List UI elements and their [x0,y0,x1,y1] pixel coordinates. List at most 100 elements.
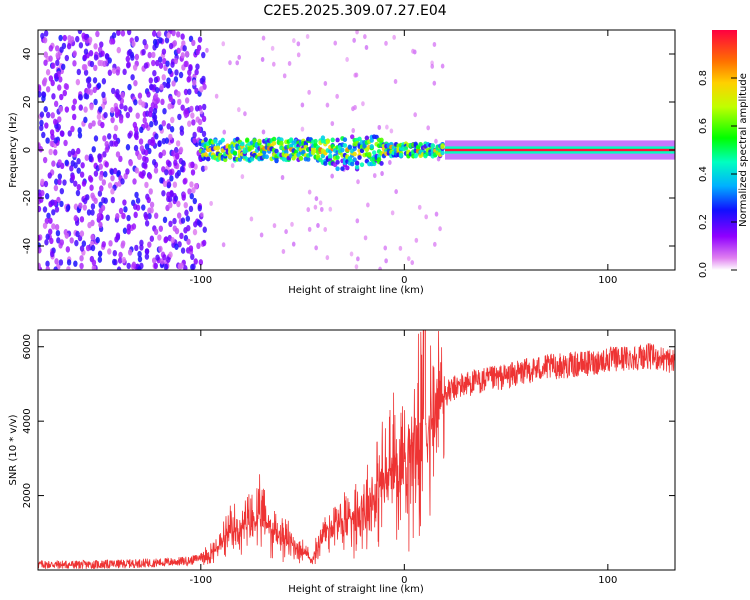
spectrogram-signal-cell [335,155,340,160]
spectrogram-noise-cell [161,149,167,156]
spectrogram-noise-cell [152,30,157,37]
spectrogram-noise-cell [202,83,207,90]
spectrogram-faint-cell [300,102,305,108]
spectrogram-noise-cell [138,138,144,145]
spectrogram-signal-cell [335,137,340,143]
spectrogram-noise-cell [117,257,123,264]
spectrogram-noise-cell [132,178,137,185]
spectrogram-noise-cell [93,197,98,205]
spectrogram-noise-cell [172,217,177,225]
spectrogram-noise-cell [93,170,99,177]
spectrogram-noise-cell [183,201,188,209]
spectrogram-noise-cell [54,258,59,265]
snr-ytick-label: 6000 [22,334,33,359]
snr-panel: -100 0 100 2000 4000 6000 Height of straight … [8,329,676,595]
spectrogram-faint-cell [364,44,369,50]
spectrogram-signal-cell [252,138,257,143]
spectrogram-noise-cell [164,169,169,176]
spectrogram-noise-cell [93,43,98,50]
spectrogram-noise-cell [137,92,143,99]
spectrogram-faint-cell [434,211,439,217]
spectrogram-noise-cell [81,63,87,71]
spectrogram-noise-cell [90,192,95,199]
spectrogram-faint-cell [432,42,437,48]
spectrogram-signal-cell [350,161,355,167]
spectrogram-noise-cell [57,173,63,180]
spectrogram-noise-cell [38,146,44,153]
spectrogram-noise-cell [123,105,128,112]
spectrogram-noise-cell [133,203,138,210]
spectrogram-noise-cell [43,105,48,113]
spectrogram-noise-cell [104,146,110,153]
spectrogram-noise-cell [126,223,132,230]
spectrogram-noise-cell [42,156,48,164]
spectrogram-signal-cell [440,144,445,150]
spectrogram-noise-cell [57,159,62,166]
spectrogram-signal-cell [220,137,225,143]
spectrogram-noise-cell [193,182,199,190]
spectrogram-faint-cell [426,125,430,131]
spectrogram-signal-cell [240,141,245,147]
spectrogram-noise-cell [115,69,120,76]
spectrogram-noise-cell [195,48,200,56]
snr-xlabel: Height of straight line (km) [288,584,424,595]
spectrogram-noise-cell [155,254,160,261]
spectrogram-faint-cell [214,93,219,99]
spectrogram-noise-cell [98,163,103,170]
spectrogram-noise-cell [86,82,92,89]
spectrogram-noise-cell [168,220,173,228]
spectrogram-noise-cell [111,67,117,74]
spectrogram-noise-cell [76,147,81,155]
spectrogram-signal-cell [359,162,365,168]
spectrogram-noise-cell [82,204,87,211]
spectrogram-noise-cell [151,51,156,59]
spectrogram-noise-cell [184,209,189,216]
spectrogram-noise-cell [110,116,115,124]
spectrogram-noise-cell [172,181,178,188]
spectrogram-noise-cell [113,124,119,132]
spectrogram-noise-cell [192,137,197,144]
spectrogram-noise-cell [40,32,45,40]
spectrogram-noise-cell [112,258,117,266]
spectrogram-faint-cell [200,212,204,218]
spectrogram-noise-cell [107,133,112,140]
spectrogram-faint-cell [199,109,204,115]
spectrogram-noise-cell [56,196,61,204]
spectrogram-faint-cell [440,63,445,69]
spectrogram-noise-cell [174,243,179,250]
spectrogram-noise-cell [182,178,187,185]
spectrogram-noise-cell [122,199,127,206]
spectrogram-noise-cell [96,82,102,89]
spectrogram-noise-cell [59,187,65,195]
spectrogram-noise-cell [122,68,127,76]
spectrogram-noise-cell [117,94,122,101]
spectrogram-noise-cell [49,237,54,245]
spectrogram-noise-cell [51,160,56,167]
spectrogram-noise-cell [201,239,207,247]
spectrogram-noise-cell [92,77,98,84]
spectrogram-noise-cell [71,104,76,111]
spectrogram-signal-cell [203,137,208,142]
snr-ytick-label: 2000 [22,483,33,508]
spectrogram-noise-cell [187,88,192,95]
spectrogram-noise-cell [69,237,74,244]
spectrogram-noise-cell [183,60,188,68]
spectrogram-signal-cell [354,160,360,166]
spectrogram-faint-cell [235,60,240,66]
spectrogram-noise-cell [137,250,142,258]
spectrogram-ytick-label: 20 [22,96,33,109]
spectrogram-noise-cell [69,165,74,172]
spectrogram-faint-cell [351,128,356,134]
spectrogram-noise-cell [158,124,163,131]
spectrogram-faint-cell [319,206,324,212]
spectrogram-noise-cell [75,189,81,197]
spectrogram-noise-cell [104,53,110,60]
spectrogram-noise-cell [39,196,44,203]
spectrogram-signal-cell [215,145,221,151]
spectrogram-noise-cell [177,98,182,106]
spectrogram-noise-cell [66,259,72,266]
spectrogram-signal-cell [298,155,304,161]
spectrogram-faint-cell [413,112,417,118]
spectrogram-faint-cell [259,232,264,238]
spectrogram-noise-cell [158,245,163,253]
